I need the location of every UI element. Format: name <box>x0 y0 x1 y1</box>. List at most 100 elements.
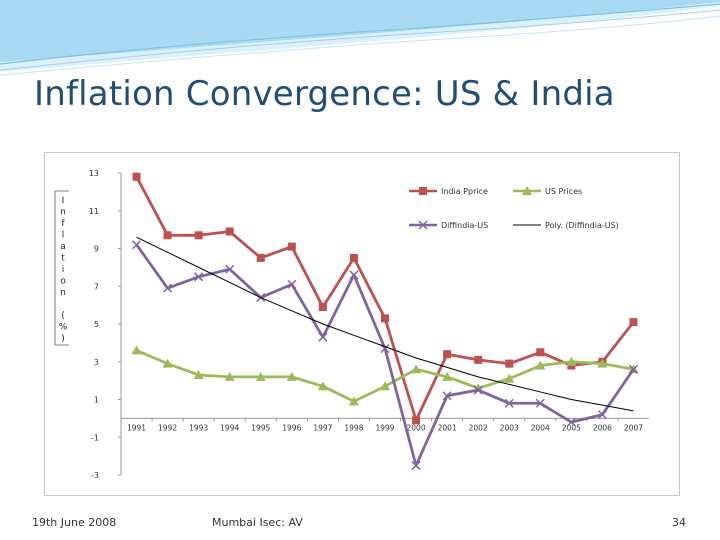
y-axis-label-char: I <box>62 196 65 206</box>
x-tick-label: 2007 <box>624 423 643 432</box>
header-banner <box>0 0 720 76</box>
data-point-marker <box>418 220 428 230</box>
data-point-marker <box>287 279 297 289</box>
data-point-marker <box>535 398 545 408</box>
x-tick-label: 1998 <box>344 423 363 432</box>
x-tick-label: 2005 <box>562 423 581 432</box>
data-point-marker <box>162 358 173 368</box>
y-axis-label-char: ) <box>61 334 65 344</box>
data-point-marker <box>597 358 608 368</box>
series-line <box>135 349 634 403</box>
data-point-marker <box>287 242 296 251</box>
data-point-marker <box>256 253 265 262</box>
data-point-marker <box>474 355 483 364</box>
data-point-marker <box>318 303 327 312</box>
y-axis-label-char: i <box>62 265 65 275</box>
y-axis-label-char: o <box>60 277 66 287</box>
data-point-marker <box>131 345 142 355</box>
data-point-marker <box>255 371 266 381</box>
y-tick-label: 11 <box>89 207 99 216</box>
data-point-marker <box>504 373 515 383</box>
data-point-marker <box>132 172 141 181</box>
data-point-marker <box>317 381 328 391</box>
y-tick-label: -1 <box>91 433 99 442</box>
data-point-marker <box>505 359 514 368</box>
data-point-marker <box>224 371 235 381</box>
data-point-marker <box>349 253 358 262</box>
y-axis-label-char: n <box>60 288 66 298</box>
data-point-marker <box>412 416 421 425</box>
data-point-marker <box>411 364 422 374</box>
data-point-marker <box>522 186 532 195</box>
data-point-marker <box>629 318 638 327</box>
y-axis-label-char: a <box>60 242 66 252</box>
y-tick-label: 13 <box>89 169 99 178</box>
slide-title: Inflation Convergence: US & India <box>34 74 615 114</box>
y-axis-label-char: l <box>62 231 65 241</box>
data-point-marker <box>286 371 297 381</box>
trendline <box>136 236 634 412</box>
legend-label: US Prices <box>545 187 582 196</box>
x-tick-label: 2001 <box>438 423 457 432</box>
x-tick-label: 2003 <box>500 423 519 432</box>
data-point-marker <box>163 283 173 293</box>
y-axis-label-char: f <box>61 219 65 229</box>
x-tick-label: 1995 <box>251 423 270 432</box>
y-tick-label: 7 <box>94 282 99 291</box>
series-line <box>135 243 635 467</box>
data-point-marker <box>419 187 427 195</box>
data-point-marker <box>597 410 607 420</box>
x-tick-label: 1999 <box>375 423 394 432</box>
legend-label: Poly. (Diffindia-US) <box>545 221 619 230</box>
x-tick-label: 2000 <box>407 423 426 432</box>
data-point-marker <box>380 381 390 391</box>
data-point-marker <box>566 356 577 366</box>
data-point-marker <box>628 364 639 374</box>
x-tick-label: 1993 <box>189 423 208 432</box>
y-tick-label: 9 <box>94 245 99 254</box>
data-point-marker <box>443 350 452 359</box>
data-point-marker <box>225 264 235 274</box>
x-tick-label: 1997 <box>313 423 332 432</box>
legend-label: India Pprice <box>441 187 488 196</box>
data-point-marker <box>348 396 359 406</box>
data-point-marker <box>194 272 204 282</box>
data-point-marker <box>163 231 172 240</box>
data-point-marker <box>131 240 142 250</box>
x-tick-label: 1994 <box>220 423 239 432</box>
page-number: 34 <box>672 516 686 529</box>
data-point-marker <box>194 231 203 240</box>
y-tick-label: 5 <box>94 320 99 329</box>
chart-container: 13 11 9 7 5 3 1 -1 -3 1991 1992 1993 1994 1995 1996 199… <box>44 152 680 496</box>
x-tick-label: 1991 <box>127 423 146 432</box>
y-tick-label: 1 <box>94 396 99 405</box>
x-tick-label: 2006 <box>593 423 612 432</box>
legend-label: Diffindia-US <box>441 221 488 230</box>
x-tick-label: 1992 <box>158 423 177 432</box>
data-point-marker <box>193 369 204 379</box>
y-axis-label-bracket <box>54 190 69 346</box>
data-point-marker <box>442 371 453 381</box>
data-point-marker <box>381 314 389 323</box>
data-point-marker <box>442 391 452 401</box>
footer-date: 19th June 2008 <box>32 516 117 529</box>
y-axis-label-char: t <box>61 254 65 264</box>
y-axis-label-char: % <box>59 323 68 333</box>
data-point-marker <box>473 385 483 395</box>
x-tick-label: 1996 <box>282 423 301 432</box>
x-tick-label: 2004 <box>531 423 550 432</box>
data-point-marker <box>411 461 421 471</box>
data-point-marker <box>225 227 234 236</box>
y-tick-label: -3 <box>91 471 99 480</box>
data-point-marker <box>535 360 546 370</box>
data-point-marker <box>536 348 545 357</box>
data-point-marker <box>349 270 359 280</box>
y-axis-label-char: ( <box>61 311 65 321</box>
data-point-marker <box>566 417 576 427</box>
data-point-marker <box>318 332 328 342</box>
footer-event: Mumbai Isec: AV <box>212 516 303 529</box>
y-axis-label-char: n <box>60 208 66 218</box>
x-tick-label: 2002 <box>469 423 488 432</box>
data-point-marker <box>504 398 514 408</box>
inflation-chart: 13 11 9 7 5 3 1 -1 -3 1991 1992 1993 1994 1995 1996 199… <box>54 169 649 480</box>
